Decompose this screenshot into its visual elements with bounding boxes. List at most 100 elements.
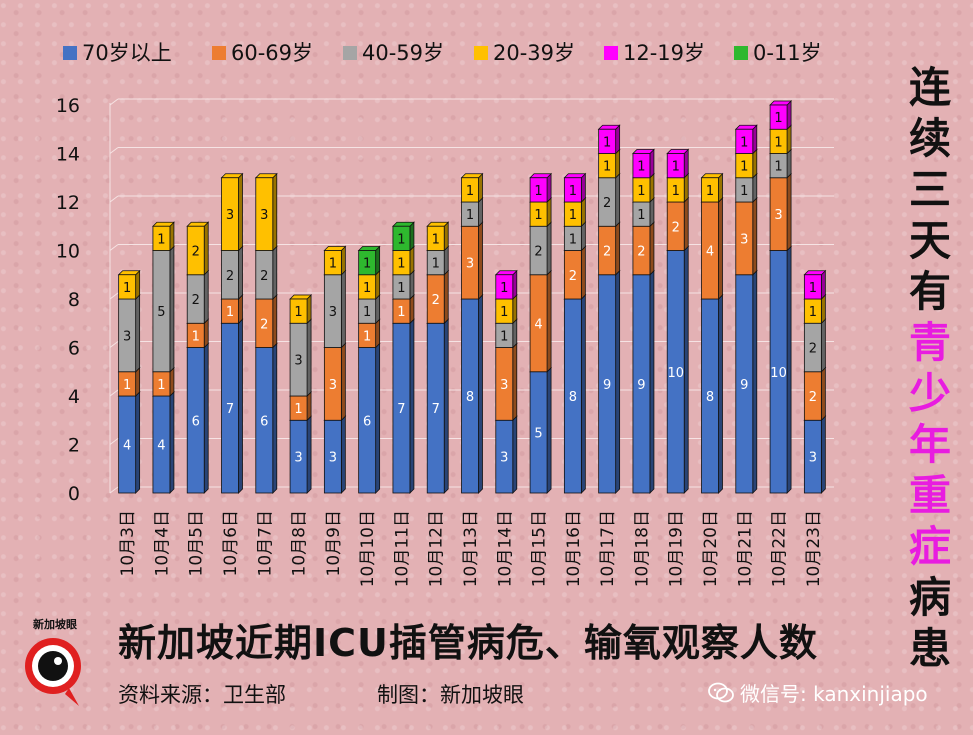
bar-segment-side	[203, 342, 209, 494]
legend-label: 20-39岁	[493, 41, 575, 65]
gridline-depth	[109, 438, 119, 445]
x-tick-label: 10月11日	[392, 510, 412, 587]
logo-text: 新加坡眼	[33, 617, 77, 631]
bar-value-label: 4	[157, 439, 165, 454]
bar-segment-side	[238, 245, 243, 300]
bar-value-label: 10	[667, 366, 684, 381]
x-tick-label: 10月6日	[221, 510, 241, 576]
x-tick-label: 10月15日	[530, 510, 550, 587]
bar-value-label: 1	[363, 281, 371, 296]
bar-segment-side	[820, 415, 826, 494]
bar-segment-side	[306, 391, 312, 422]
bar-segment	[769, 104, 788, 130]
x-tick-label: 10月9日	[324, 510, 344, 576]
bar-value-label: 2	[226, 269, 234, 284]
bar-segment-side	[272, 245, 278, 300]
bar-segment-side	[375, 269, 381, 300]
bar-value-label: 1	[500, 329, 508, 344]
brand-logo: 新加坡眼	[25, 617, 81, 706]
bar-value-label: 1	[740, 160, 748, 175]
bar-value-label: 3	[226, 208, 234, 223]
bar-segment-side	[203, 221, 209, 276]
bar-value-label: 1	[363, 329, 371, 344]
bar-value-label: 1	[432, 257, 440, 272]
y-tick-label: 2	[68, 435, 80, 457]
bar-segment-side	[306, 294, 312, 325]
bar-segment-side	[580, 197, 586, 228]
bar-segment-side	[615, 124, 621, 155]
bar-value-label: 9	[637, 378, 645, 393]
bar-value-label: 6	[260, 414, 268, 429]
bar-segment-side	[683, 197, 689, 252]
bar-segment-side	[820, 318, 826, 373]
bar-value-label: 7	[397, 402, 405, 417]
bar-value-label: 3	[809, 451, 817, 466]
bar-value-label: 5	[534, 426, 542, 441]
bar-segment	[735, 128, 754, 154]
bar-value-label: 1	[603, 160, 611, 175]
bar-value-label: 2	[534, 245, 542, 260]
bar-segment-side	[135, 366, 141, 397]
bar-value-label: 1	[397, 257, 405, 272]
bar-value-label: 6	[192, 414, 200, 429]
bar-segment	[323, 250, 342, 276]
side-title-char: 有	[908, 267, 951, 316]
bar-segment-side	[546, 366, 552, 494]
x-tick-label: 10月16日	[564, 510, 584, 587]
bar-value-label: 8	[706, 390, 714, 405]
bar-value-label: 10	[770, 366, 787, 381]
y-tick-label: 0	[68, 483, 80, 505]
bar-value-label: 3	[466, 257, 474, 272]
bar-segment-side	[272, 294, 278, 349]
x-tick-label: 10月14日	[495, 510, 515, 587]
bar-segment-side	[443, 221, 449, 252]
bar-value-label: 1	[569, 232, 577, 247]
bar-value-label: 9	[740, 378, 748, 393]
y-tick-label: 6	[68, 338, 80, 360]
side-title-char: 少	[908, 369, 951, 418]
bar-value-label: 1	[774, 160, 782, 175]
bar-segment	[632, 153, 651, 179]
legend-label: 70岁以上	[82, 41, 172, 65]
bar-value-label: 2	[603, 245, 611, 260]
bar-segment-side	[649, 221, 655, 276]
bar-segment-top	[289, 294, 313, 300]
bar-segment-side	[409, 245, 415, 276]
wechat-icon	[708, 682, 734, 702]
side-title: 连续三天有青少年重症病患	[905, 62, 955, 674]
gridline-depth	[109, 389, 119, 397]
bar-segment-top	[631, 149, 655, 154]
bar-segment-side	[718, 294, 723, 494]
bar-value-label: 3	[329, 305, 337, 320]
bar-segment	[186, 225, 205, 276]
bar-value-label: 1	[534, 208, 542, 223]
x-tick-label: 10月19日	[667, 510, 687, 587]
bar-value-label: 1	[706, 184, 714, 199]
gridline-depth	[109, 195, 119, 203]
bar-value-label: 9	[603, 378, 611, 393]
bar-segment-side	[443, 245, 449, 276]
bar-value-label: 1	[192, 329, 200, 344]
bar-value-label: 3	[329, 451, 337, 466]
bar-segment-top	[220, 173, 244, 179]
bar-segment	[255, 177, 274, 251]
bar-segment-side	[683, 172, 689, 203]
bar-value-label: 2	[569, 269, 577, 284]
bar-value-label: 1	[534, 184, 542, 199]
bar-segment-side	[546, 269, 552, 373]
x-tick-label: 10月20日	[701, 510, 721, 587]
bar-value-label: 2	[432, 293, 440, 308]
bar-segment-side	[340, 415, 346, 494]
bar-value-label: 1	[363, 305, 371, 320]
legend-swatch	[604, 46, 618, 60]
side-title-char: 三	[908, 165, 951, 214]
bar-segment-side	[820, 366, 826, 422]
bar-segment-side	[443, 269, 449, 325]
bar-segment-side	[615, 172, 621, 228]
bar-segment	[152, 225, 171, 251]
bar-value-label: 2	[603, 196, 611, 211]
bar-segment-side	[478, 172, 483, 203]
bar-segment	[666, 153, 685, 179]
bar-segment-top	[494, 270, 518, 276]
bar-segment	[358, 250, 377, 276]
